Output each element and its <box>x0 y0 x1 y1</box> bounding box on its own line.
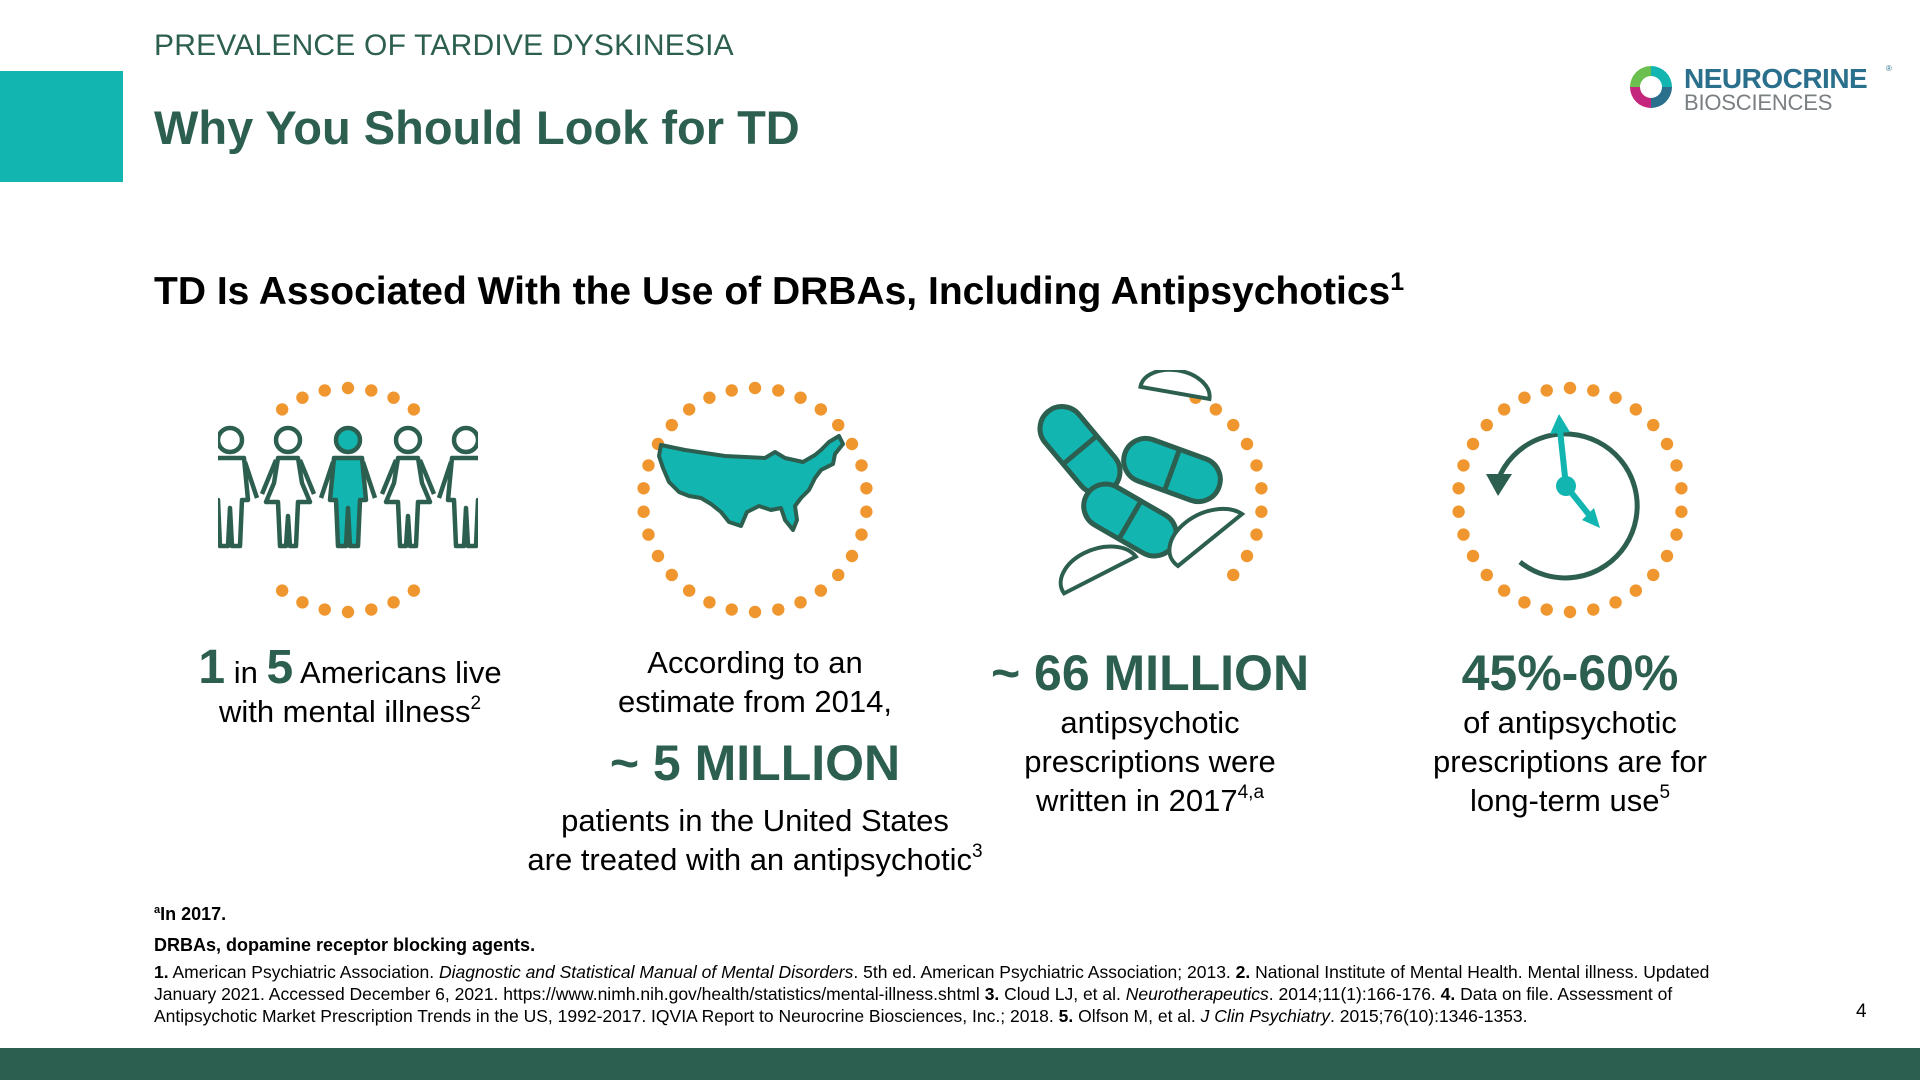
ref-number: 4. <box>1440 984 1456 1004</box>
stat-long-term: 45%-60% of antipsychotic prescriptions a… <box>1390 643 1750 820</box>
subheading-text: TD Is Associated With the Use of DRBAs, … <box>154 270 1391 313</box>
ref-text: . 5th ed. American Psychiatric Associati… <box>853 962 1236 982</box>
stat-intro: estimate from 2014, <box>618 684 892 719</box>
stat-text: prescriptions were <box>1024 744 1276 779</box>
ref-number: 3. <box>984 984 1000 1004</box>
stat-intro: According to an <box>647 645 863 680</box>
people-icon <box>218 370 478 630</box>
stat-number-1: 1 <box>198 641 226 694</box>
usa-map-icon <box>625 370 885 630</box>
stat-number-5: 5 <box>266 641 294 694</box>
footnote-mark: a <box>154 904 161 916</box>
ref-text: National Institute of Mental Health. Men… <box>154 962 1710 1004</box>
slide-title: Why You Should Look for TD <box>154 101 800 154</box>
stat-ref: 2 <box>470 693 482 714</box>
stat-mental-illness: 1 in 5 Americans live with mental illnes… <box>170 644 530 731</box>
stat-patients: According to an estimate from 2014, ~ 5 … <box>500 643 1010 879</box>
stat-prescriptions: ~ 66 MILLION antipsychotic prescriptions… <box>960 643 1340 820</box>
stat-big-number: 45%-60% <box>1461 645 1679 701</box>
footnote-a: aIn 2017. <box>154 904 226 925</box>
references: 1. American Psychiatric Association. Dia… <box>154 961 1774 1027</box>
stat-text: Americans live <box>293 655 502 690</box>
stat-text: are treated with an antipsychotic <box>527 842 972 877</box>
ref-text: American Psychiatric Association. <box>168 962 439 982</box>
swirl-logo-icon <box>1630 66 1672 108</box>
stat-text: antipsychotic <box>1060 705 1240 740</box>
stat-text: patients in the United States <box>561 803 949 838</box>
ref-italic: J Clin Psychiatry <box>1200 1006 1330 1026</box>
bottom-bar <box>0 1048 1920 1080</box>
stat-text: in <box>225 655 267 690</box>
stat-big-number: ~ 5 MILLION <box>609 735 901 791</box>
section-kicker: PREVALENCE OF TARDIVE DYSKINESIA <box>154 29 734 62</box>
stat-ref: 5 <box>1659 782 1671 803</box>
stat-text: with mental illness <box>218 694 471 729</box>
clock-icon <box>1440 370 1700 630</box>
ref-text: Cloud LJ, et al. <box>999 984 1126 1004</box>
stat-text: long-term use <box>1469 783 1660 818</box>
ref-text: . 2015;76(10):1346-1353. <box>1329 1006 1528 1026</box>
ref-number: 5. <box>1058 1006 1074 1026</box>
ref-italic: Diagnostic and Statistical Manual of Men… <box>439 962 854 982</box>
logo-subname: BIOSCIENCES <box>1684 90 1833 115</box>
ref-text: Data on file. Assessment of Antipsychoti… <box>154 984 1673 1026</box>
stat-ref: 3 <box>972 841 983 862</box>
page-number: 4 <box>1856 1001 1867 1022</box>
logo-name: NEUROCRINE <box>1684 63 1868 94</box>
abbreviation-note: DRBAs, dopamine receptor blocking agents… <box>154 935 536 955</box>
stat-ref: 4,a <box>1237 782 1265 803</box>
stat-big-number: ~ 66 MILLION <box>990 645 1310 701</box>
stat-text: of antipsychotic <box>1463 705 1677 740</box>
logo-trademark: ® <box>1886 64 1892 73</box>
ref-number: 2. <box>1235 962 1251 982</box>
ref-number: 1. <box>154 962 169 982</box>
neurocrine-logo: NEUROCRINE ® BIOSCIENCES <box>1626 60 1896 116</box>
subheading-ref: 1 <box>1390 268 1405 296</box>
teal-accent-block <box>0 71 123 182</box>
footnote-text: In 2017. <box>160 904 227 924</box>
subheading: TD Is Associated With the Use of DRBAs, … <box>154 268 1404 314</box>
stat-text: prescriptions are for <box>1433 744 1707 779</box>
ref-text: . 2014;11(1):166-176. <box>1268 984 1441 1004</box>
stat-text: written in 2017 <box>1035 783 1238 818</box>
pills-icon <box>1020 370 1280 630</box>
ref-text: Olfson M, et al. <box>1073 1006 1201 1026</box>
ref-italic: Neurotherapeutics <box>1125 984 1269 1004</box>
